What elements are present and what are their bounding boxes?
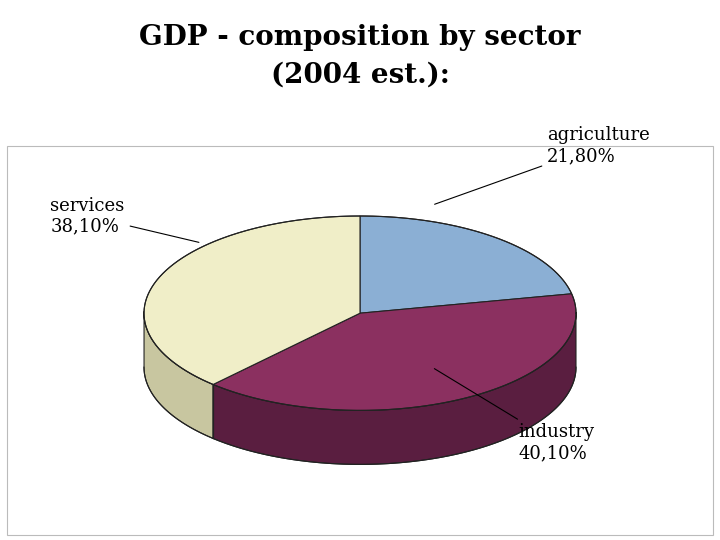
Text: industry
40,10%: industry 40,10% [434,369,595,462]
Polygon shape [213,312,576,464]
Text: (2004 est.):: (2004 est.): [271,62,449,89]
Polygon shape [144,216,360,384]
Polygon shape [144,312,213,438]
Polygon shape [360,216,572,313]
Text: agriculture
21,80%: agriculture 21,80% [435,126,650,204]
Polygon shape [213,294,576,410]
Text: services
38,10%: services 38,10% [50,197,199,242]
Text: GDP - composition by sector: GDP - composition by sector [139,24,581,51]
